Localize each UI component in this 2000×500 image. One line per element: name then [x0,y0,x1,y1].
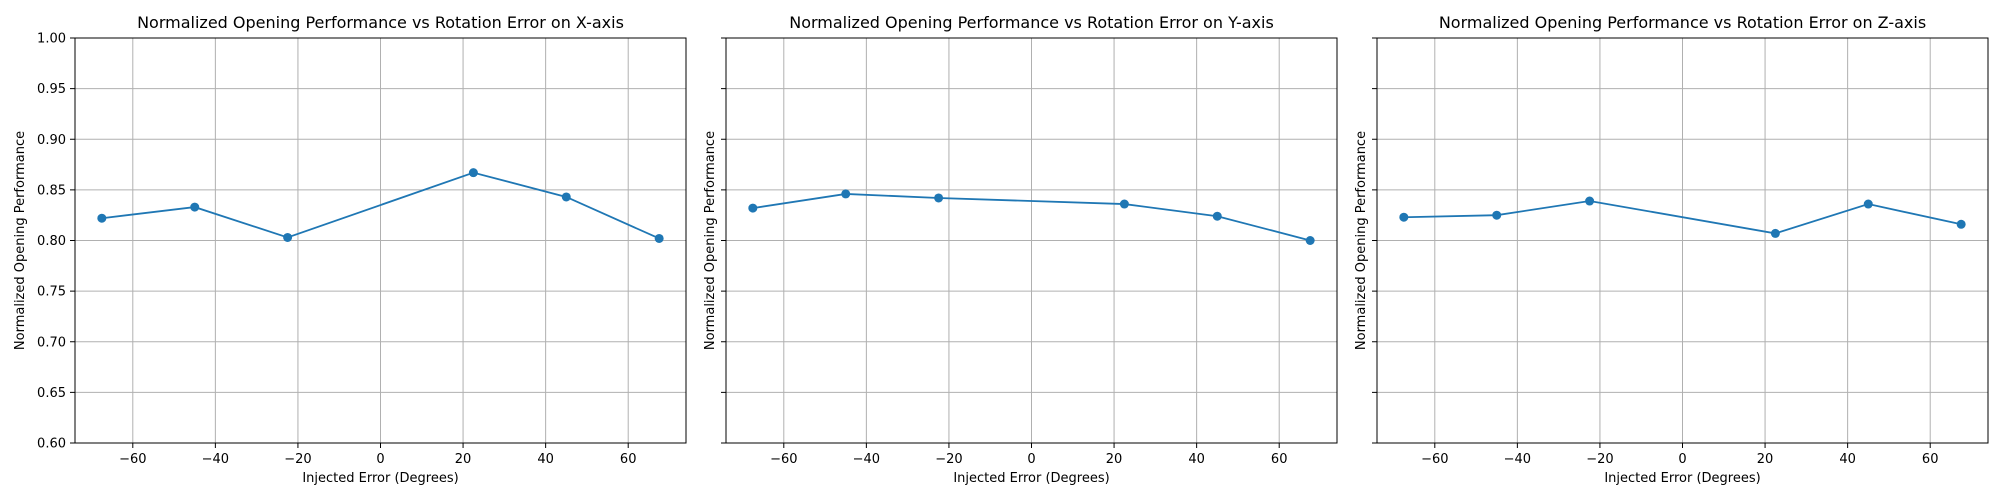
data-point [841,189,851,199]
series-line [752,193,1311,242]
y-axis-label: Normalized Opening Performance [1354,131,1369,350]
data-point [1956,219,1966,229]
y-tick-label: 0.80 [37,234,66,249]
x-tick-label: 40 [1188,452,1205,467]
chart-title: Normalized Opening Performance vs Rotati… [1439,13,1926,32]
x-tick-label: 0 [376,452,384,467]
data-point [283,232,293,242]
x-tick-label: 20 [1757,452,1774,467]
x-tick-label: 20 [455,452,472,467]
y-tick-label: 0.90 [37,133,66,148]
x-tick-label: −20 [284,452,311,467]
data-point [1863,199,1873,209]
data-point [190,202,200,212]
y-axis-label: Normalized Opening Performance [703,131,718,350]
x-tick-label: 20 [1106,452,1123,467]
x-tick-label: −40 [853,452,880,467]
data-point [1492,210,1502,220]
data-point [934,193,944,203]
y-tick-label: 0.70 [37,335,66,350]
data-point [1399,212,1409,222]
x-tick-label: 40 [537,452,554,467]
x-tick-label: 60 [1271,452,1288,467]
series-line [101,171,660,240]
x-tick-label: −60 [119,452,146,467]
x-tick-label: −60 [1421,452,1448,467]
data-point [1119,199,1129,209]
y-axis-label: Normalized Opening Performance [13,131,28,350]
data-point [1212,211,1222,221]
x-tick-label: 60 [620,452,637,467]
chart-panel-2: −60 −40 −20 0 20 40 60 Normalized Opening Perfo… [703,13,1338,486]
data-point [468,168,478,178]
x-tick-label: 0 [1678,452,1686,467]
x-tick-label: −20 [935,452,962,467]
y-tick-label: 0.85 [37,183,66,198]
data-point [654,233,664,243]
x-axis-label: Injected Error (Degrees) [1604,471,1760,486]
y-tick-label: 1.00 [37,32,66,47]
y-tick-label: 0.95 [37,82,66,97]
x-axis-label: Injected Error (Degrees) [953,471,1109,486]
x-axis-label: Injected Error (Degrees) [302,471,458,486]
x-tick-label: 40 [1839,452,1856,467]
y-tick-label: 0.65 [37,386,66,401]
x-tick-label: 0 [1027,452,1035,467]
data-point [1770,228,1780,238]
chart-title: Normalized Opening Performance vs Rotati… [789,13,1274,32]
chart-panel-3: −60 −40 −20 0 20 40 60 Normalized Opening Perfo… [1354,13,1989,486]
x-tick-label: −20 [1586,452,1613,467]
x-tick-label: −40 [1504,452,1531,467]
x-tick-label: −60 [770,452,797,467]
chart-panel-1: −60 −40 −20 0 20 40 60 0.60 0.65 0.70 0.75 0.80 0.85… [13,13,687,486]
y-tick-label: 0.75 [37,285,66,300]
chart-title: Normalized Opening Performance vs Rotati… [137,13,624,32]
x-tick-label: 60 [1922,452,1939,467]
x-tick-label: −40 [202,452,229,467]
series-line [1403,200,1962,235]
data-point [1585,196,1595,206]
data-point [97,213,107,223]
data-point [561,192,571,202]
y-tick-label: 0.60 [37,437,66,452]
data-point [1305,236,1315,245]
data-point [748,203,758,213]
